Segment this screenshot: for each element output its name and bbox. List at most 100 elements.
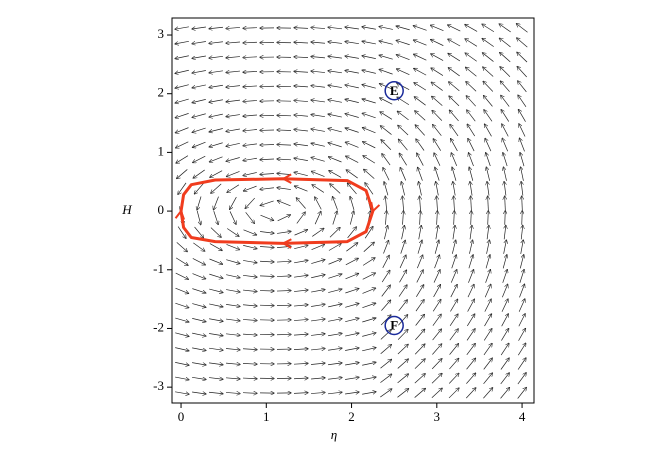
field-arrow (362, 113, 376, 119)
field-arrow (175, 26, 189, 29)
field-arrow (415, 315, 425, 326)
field-arrow (396, 40, 410, 46)
field-arrow (433, 270, 440, 283)
field-arrow (415, 125, 425, 136)
field-arrow (398, 125, 409, 136)
field-arrow (397, 344, 408, 355)
field-arrow (242, 305, 257, 306)
field-arrow (402, 196, 403, 211)
field-arrow (364, 169, 375, 179)
field-arrow (362, 348, 376, 352)
trajectory (179, 177, 375, 245)
field-arrow (243, 185, 257, 191)
field-arrow (414, 54, 427, 61)
field-arrow (209, 243, 222, 251)
field-arrow (521, 182, 523, 196)
field-arrow (226, 171, 240, 176)
field-arrow (451, 240, 455, 254)
field-arrow (380, 359, 392, 369)
field-arrow (397, 389, 408, 398)
field-arrow (415, 111, 426, 121)
field-arrow (346, 156, 359, 163)
field-arrow (294, 172, 308, 176)
field-arrow (311, 115, 325, 117)
field-arrow (213, 211, 218, 224)
field-arrow (192, 273, 206, 279)
y-axis-label: H (121, 202, 132, 217)
field-arrow (518, 314, 525, 327)
field-arrow (328, 333, 342, 337)
field-arrow (519, 255, 523, 269)
field-arrow (487, 225, 489, 240)
field-arrow (294, 158, 308, 161)
field-arrow (431, 82, 443, 91)
field-arrow (226, 289, 240, 292)
field-arrow (330, 184, 341, 194)
field-arrow (483, 329, 492, 341)
field-arrow (209, 288, 223, 292)
field-arrow (294, 115, 309, 116)
field-arrow (328, 304, 342, 308)
field-arrow (192, 288, 205, 293)
field-arrow (503, 240, 507, 254)
field-arrow (380, 330, 391, 340)
field-arrow (417, 255, 422, 269)
field-arrow (175, 332, 189, 337)
field-arrow (209, 142, 223, 147)
field-arrow (471, 196, 472, 211)
field-arrow (176, 141, 189, 148)
field-arrow (483, 81, 494, 92)
field-arrow (345, 56, 359, 59)
field-arrow (175, 287, 189, 293)
field-arrow (345, 85, 359, 89)
field-arrow (517, 358, 526, 370)
field-arrow (420, 211, 421, 225)
field-arrow (260, 188, 274, 190)
field-arrow (243, 229, 257, 235)
field-arrow (398, 300, 408, 312)
field-arrow (500, 373, 510, 385)
field-arrow (311, 129, 325, 132)
field-arrow (519, 270, 524, 283)
field-arrow (466, 96, 476, 107)
field-arrow (380, 374, 391, 383)
field-arrow (175, 98, 189, 103)
field-arrow (362, 377, 376, 381)
field-arrow (329, 157, 342, 163)
y-tick-label: 0 (158, 202, 165, 217)
field-arrow (467, 299, 475, 312)
field-arrow (518, 299, 525, 312)
field-arrow (209, 42, 223, 44)
field-arrow (483, 53, 494, 62)
field-arrow (362, 288, 376, 294)
field-arrow (345, 128, 359, 133)
field-arrow (466, 67, 477, 77)
field-arrow (362, 273, 376, 280)
field-arrow (501, 299, 508, 312)
field-arrow (384, 182, 389, 196)
field-arrow (294, 71, 309, 72)
field-arrow (518, 329, 526, 341)
field-arrow (229, 211, 236, 224)
field-arrow (434, 255, 440, 269)
field-arrow (192, 99, 206, 102)
field-arrow (519, 124, 526, 137)
field-arrow (226, 319, 240, 321)
field-arrow (311, 57, 326, 58)
field-arrow (397, 374, 409, 384)
field-arrow (277, 215, 291, 222)
field-arrow (197, 196, 202, 209)
field-arrow (487, 182, 489, 196)
field-arrow (294, 100, 309, 101)
field-arrow (293, 363, 308, 364)
field-arrow (486, 153, 491, 167)
field-arrow (226, 27, 241, 28)
field-arrow (209, 333, 223, 335)
field-arrow (434, 153, 441, 166)
field-arrow (414, 40, 427, 46)
field-arrow (211, 183, 222, 193)
field-arrow (175, 84, 189, 88)
field-arrow (500, 343, 509, 356)
field-arrow (416, 139, 425, 151)
